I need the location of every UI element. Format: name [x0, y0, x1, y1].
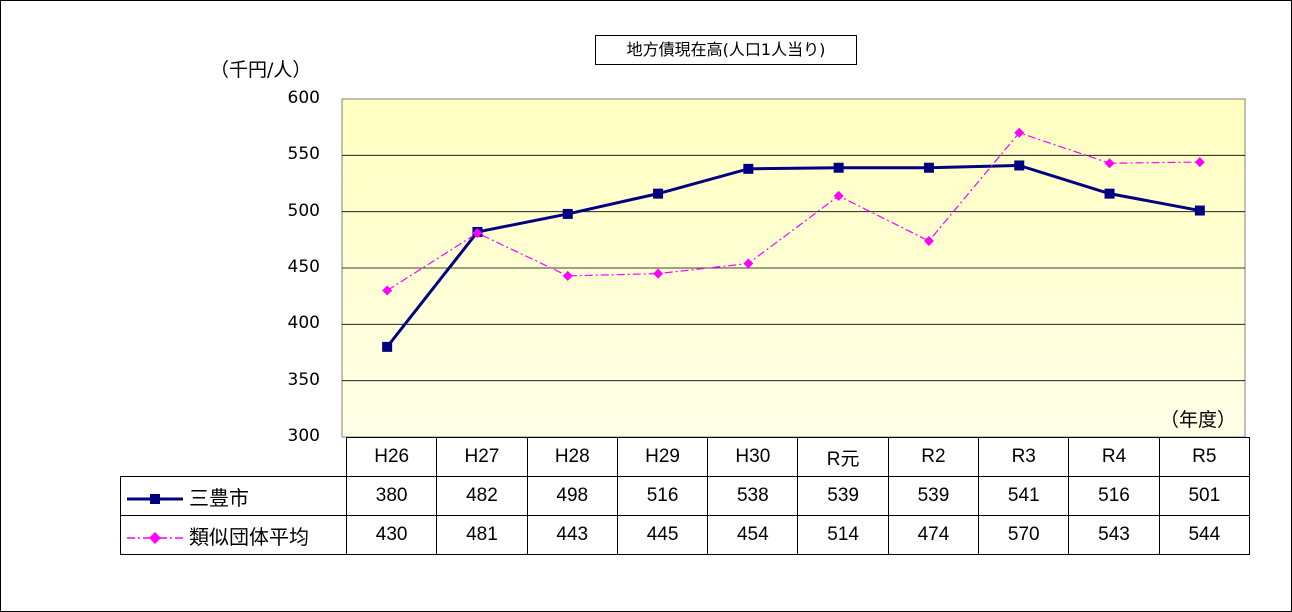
series-2-point [653, 268, 664, 279]
series-2-value-cell: 514 [797, 515, 889, 555]
series-1-value-cell: 538 [707, 476, 799, 516]
series-1-value-cell: 539 [887, 476, 980, 516]
legend-marker-series-2-icon [127, 532, 183, 544]
y-axis-unit: （千円/人） [210, 59, 312, 81]
series-2-point [472, 228, 483, 239]
series-markers [382, 127, 1205, 352]
category-label: R5 [1158, 437, 1250, 477]
legend-series-2: 類似団体平均 [120, 515, 347, 555]
category-label: H26 [345, 437, 438, 477]
series-1-value-cell: 482 [436, 476, 528, 516]
series-1-point [833, 162, 844, 173]
legend-label-series-2: 類似団体平均 [189, 524, 309, 549]
category-row: H26 H27 H28 H29 H30 R元 R2 R3 R4 R5 [120, 437, 1250, 477]
series-2-point [833, 190, 844, 201]
category-label: R3 [978, 437, 1070, 477]
series-1-point [562, 208, 573, 219]
series-2-point [1104, 158, 1115, 169]
y-tick-label: 550 [287, 144, 320, 165]
series-line-1 [385, 163, 1201, 348]
series-1-value-cell: 380 [345, 476, 438, 516]
category-label: R2 [887, 437, 980, 477]
series-1-point [1104, 188, 1115, 199]
series-1-value-cell: 498 [526, 476, 618, 516]
series-1-point [653, 188, 664, 199]
series-row-2: 類似団体平均 430 481 443 445 454 514 474 570 543 544 [120, 515, 1250, 555]
table-corner [120, 437, 347, 477]
y-tick-label: 600 [287, 88, 320, 108]
series-2-point [1014, 127, 1025, 138]
series-2-value-cell: 430 [345, 515, 438, 555]
legend-marker-series-1-icon [127, 494, 183, 504]
series-2-point [743, 258, 754, 269]
series-2-value-cell: 474 [887, 515, 980, 555]
series-2-point [382, 285, 393, 296]
series-1-point [1014, 160, 1025, 171]
series-1-value-cell: 501 [1158, 476, 1250, 516]
y-tick-label: 450 [287, 257, 320, 277]
series-2-point [923, 235, 934, 246]
series-1-value-cell: 539 [797, 476, 889, 516]
category-label: H30 [707, 437, 799, 477]
x-axis-unit: （年度） [1160, 409, 1237, 431]
data-table: H26 H27 H28 H29 H30 R元 R2 R3 R4 R5 三豊市 380 482 498 5… [120, 437, 1250, 555]
y-tick-label: 400 [287, 313, 320, 334]
y-tick-label: 350 [287, 369, 320, 390]
series-2-value-cell: 543 [1068, 515, 1160, 555]
series-2-value-cell: 544 [1158, 515, 1250, 555]
series-2-value-cell: 445 [616, 515, 709, 555]
series-2-value-cell: 454 [707, 515, 799, 555]
series-2-point [1194, 157, 1205, 168]
category-label: H28 [526, 437, 618, 477]
series-2-point [562, 270, 573, 281]
series-1-point [1194, 205, 1205, 216]
category-label: H29 [616, 437, 709, 477]
category-label: H27 [436, 437, 528, 477]
y-tick-label: 500 [287, 200, 320, 221]
series-1-point [743, 163, 754, 174]
chart-title: 地方債現在高(人口1人当り) [595, 35, 857, 65]
series-1-point [923, 162, 934, 173]
legend-label-series-1: 三豊市 [189, 485, 249, 510]
series-2-value-cell: 443 [526, 515, 618, 555]
series-2-value-cell: 570 [978, 515, 1070, 555]
series-lines [385, 132, 1201, 348]
series-1-point [382, 341, 393, 352]
series-1-value-cell: 516 [1068, 476, 1160, 516]
series-1-value-cell: 516 [616, 476, 709, 516]
gridlines [342, 154, 1245, 382]
series-2-value-cell: 481 [436, 515, 528, 555]
series-line-2 [386, 132, 1200, 292]
legend-series-1: 三豊市 [120, 476, 347, 516]
series-row-1: 三豊市 380 482 498 516 538 539 539 541 516 501 [120, 476, 1250, 516]
category-label: R元 [797, 437, 889, 477]
category-label: R4 [1068, 437, 1160, 477]
series-1-value-cell: 541 [978, 476, 1070, 516]
